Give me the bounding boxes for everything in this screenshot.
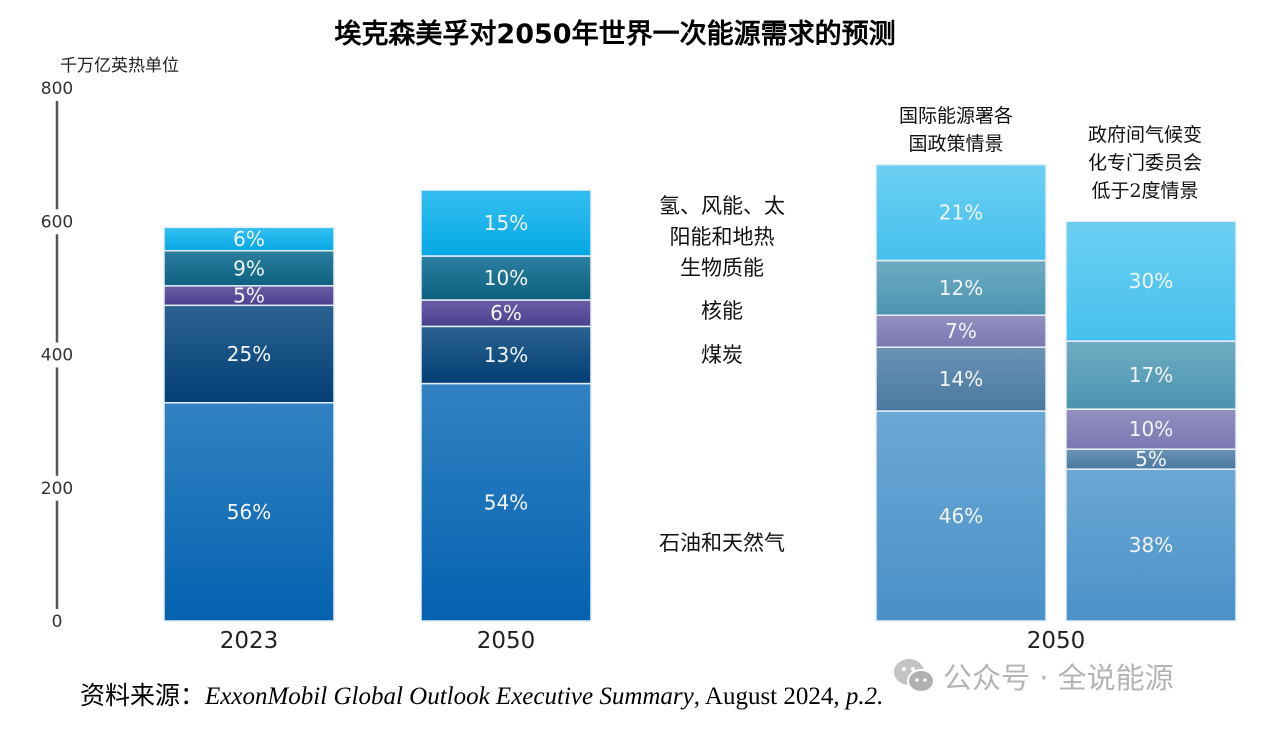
legend-label: 阳能和地热 [670,225,775,249]
y-tick-label: 200 [41,479,73,499]
x-tick-label: 2050 [1027,628,1086,654]
scenario-label-line: 政府间气候变 [1088,124,1202,146]
source-prefix: 资料来源： [80,683,206,710]
segment-label: 14% [939,367,983,391]
segment-label: 25% [227,342,271,366]
legend-label: 核能 [701,299,743,323]
bar-segment-renewables [1065,220,1237,342]
bar-segment-oil_gas [1065,468,1237,622]
bar-2: 54% 13% 6% 10% 15% [420,189,592,622]
segment-label: 5% [1135,447,1167,471]
bar-4: 38% 5% 10% 17% 30% [1065,220,1237,622]
y-tick-label: 600 [41,212,73,232]
watermark: 公众号 · 全说能源 [893,655,1174,697]
y-tick-label: 800 [41,79,73,99]
segment-label: 10% [484,266,528,290]
bar-segment-oil_gas [163,401,335,622]
segment-label: 17% [1129,363,1173,387]
bar-segment-coal [420,325,592,385]
bar-segment-renewables [163,226,335,252]
y-axis-unit-label: 千万亿英热单位 [60,56,179,76]
bar-segment-coal [875,346,1047,412]
segment-label: 46% [939,504,983,528]
segment-label: 21% [939,201,983,225]
bar-segment-oil_gas [875,410,1047,622]
bar-segment-nuclear [1065,408,1237,450]
y-tick-label: 0 [52,612,63,632]
source-citation: 资料来源：ExxonMobil Global Outlook Executive… [80,676,883,712]
wechat-icon [894,659,935,693]
segment-label: 7% [945,319,977,343]
x-tick-label: 2050 [477,628,536,654]
bar-segment-oil_gas [420,382,592,622]
legend-entry: 煤炭 [701,343,743,367]
chart-title: 埃克森美孚对2050年世界一次能源需求的预测 [334,18,895,50]
bars: 56% 25% 5% 9% 6% 54% 13% 6% 10% 15% 46% 14% 7% 12% 21%… [163,163,1237,622]
bar-segment-renewables [420,189,592,257]
watermark-text: 公众号 · 全说能源 [943,661,1174,695]
segment-label: 54% [484,490,528,514]
segment-label: 12% [939,276,983,300]
legend-label: 煤炭 [701,343,743,367]
bar-segment-renewables [875,163,1047,262]
x-tick-label: 2023 [220,628,279,654]
bar-segment-nuclear [875,314,1047,348]
bar-1: 56% 25% 5% 9% 6% [163,226,335,622]
segment-label: 13% [484,343,528,367]
segment-label: 30% [1129,269,1173,293]
bar-segment-biomass [163,249,335,287]
legend-entry: 核能 [701,299,743,323]
bar-segment-biomass [1065,340,1237,410]
scenario-label-line: 国际能源署各 [899,105,1013,127]
segment-label: 6% [490,301,522,325]
scenario-label-line: 国政策情景 [908,133,1003,155]
legend-label: 氢、风能、太 [659,194,785,218]
x-axis-labels: 2023 2050 2050 [220,628,1086,654]
bar-segment-nuclear [420,299,592,328]
segment-label: 15% [484,211,528,235]
source-date: , August 2024, [693,683,846,710]
bar-3: 46% 14% 7% 12% 21% [875,163,1047,622]
segment-label: 56% [227,500,271,524]
segment-label: 9% [233,256,265,280]
segment-label: 10% [1129,417,1173,441]
y-axis: 0 200 400 600 800 [41,79,73,632]
scenario-label-line: 低于2度情景 [1091,180,1198,202]
bar-segment-coal [163,304,335,404]
segment-label: 6% [233,227,265,251]
legend-label: 生物质能 [680,256,764,280]
segment-label: 5% [233,284,265,308]
source-page: p.2. [845,683,884,710]
legend-entry: 石油和天然气 [659,531,785,555]
bar-segment-biomass [420,255,592,301]
scenario-label-line: 化专门委员会 [1088,152,1202,174]
source-title: ExxonMobil Global Outlook Executive Summ… [205,683,694,710]
legend-entry: 生物质能 [680,256,764,280]
segment-label: 38% [1129,533,1173,557]
legend-label: 石油和天然气 [659,531,785,555]
y-tick-label: 400 [41,346,73,366]
